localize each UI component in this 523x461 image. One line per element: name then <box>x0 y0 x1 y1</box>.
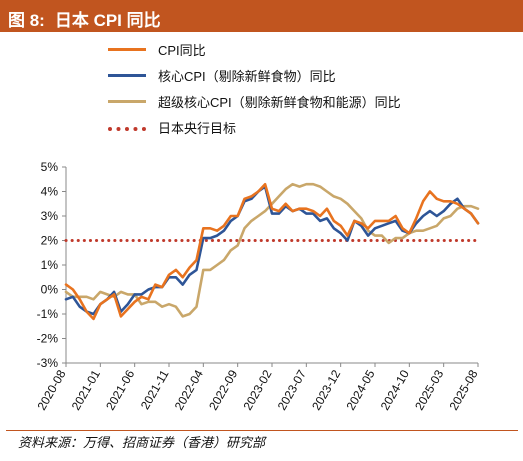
x-tick-label: 2024-05 <box>343 367 377 412</box>
y-tick-label: -1% <box>37 307 59 321</box>
figure-title-bar: 图 8: 日本 CPI 同比 <box>0 0 523 32</box>
legend-label: 核心CPI（剔除新鲜食物）同比 <box>158 69 336 84</box>
figure-title: 日本 CPI 同比 <box>54 11 161 30</box>
legend-label: 超级核心CPI（剔除新鲜食物和能源）同比 <box>158 95 401 110</box>
chart-plot: -3%-2%-1%0%1%2%3%4%5%2020-08 2021-01 2021-… <box>34 160 480 413</box>
y-tick-label: 4% <box>41 185 59 199</box>
x-tick-label: 2023-12 <box>309 367 343 412</box>
x-tick-label: 2024-10 <box>378 367 412 412</box>
legend-label: CPI同比 <box>158 43 206 58</box>
y-tick-label: -3% <box>37 356 59 370</box>
y-tick-label: -2% <box>37 332 59 346</box>
y-tick-label: 3% <box>41 209 59 223</box>
x-tick-label: 2021-06 <box>103 367 137 412</box>
legend-swatch <box>108 48 146 51</box>
source-divider <box>6 430 518 431</box>
x-tick-label: 2021-01 <box>69 367 103 412</box>
y-tick-label: 0% <box>41 283 59 297</box>
y-tick-label: 2% <box>41 234 59 248</box>
figure-label: 图 8: <box>8 11 45 30</box>
x-tick-label: 2025-08 <box>446 367 480 412</box>
cpi-yoy-line <box>64 182 480 321</box>
source-note: 资料来源：万得、招商证券（香港）研究部 <box>18 436 266 451</box>
x-tick-label: 2020-08 <box>34 367 68 412</box>
y-tick-label: 1% <box>41 258 59 272</box>
x-tick-label: 2022-09 <box>206 367 240 412</box>
x-tick-label: 2025-03 <box>412 367 446 412</box>
legend-swatch <box>108 74 146 77</box>
legend-swatch <box>108 127 146 131</box>
x-tick-label: 2022-04 <box>172 367 206 412</box>
x-tick-label: 2023-02 <box>240 367 274 412</box>
legend-label: 日本央行目标 <box>158 121 237 136</box>
x-tick-label: 2021-11 <box>138 367 172 412</box>
legend-swatch <box>108 100 146 103</box>
x-tick-label: 2023-07 <box>275 367 309 412</box>
y-tick-label: 5% <box>41 160 59 174</box>
